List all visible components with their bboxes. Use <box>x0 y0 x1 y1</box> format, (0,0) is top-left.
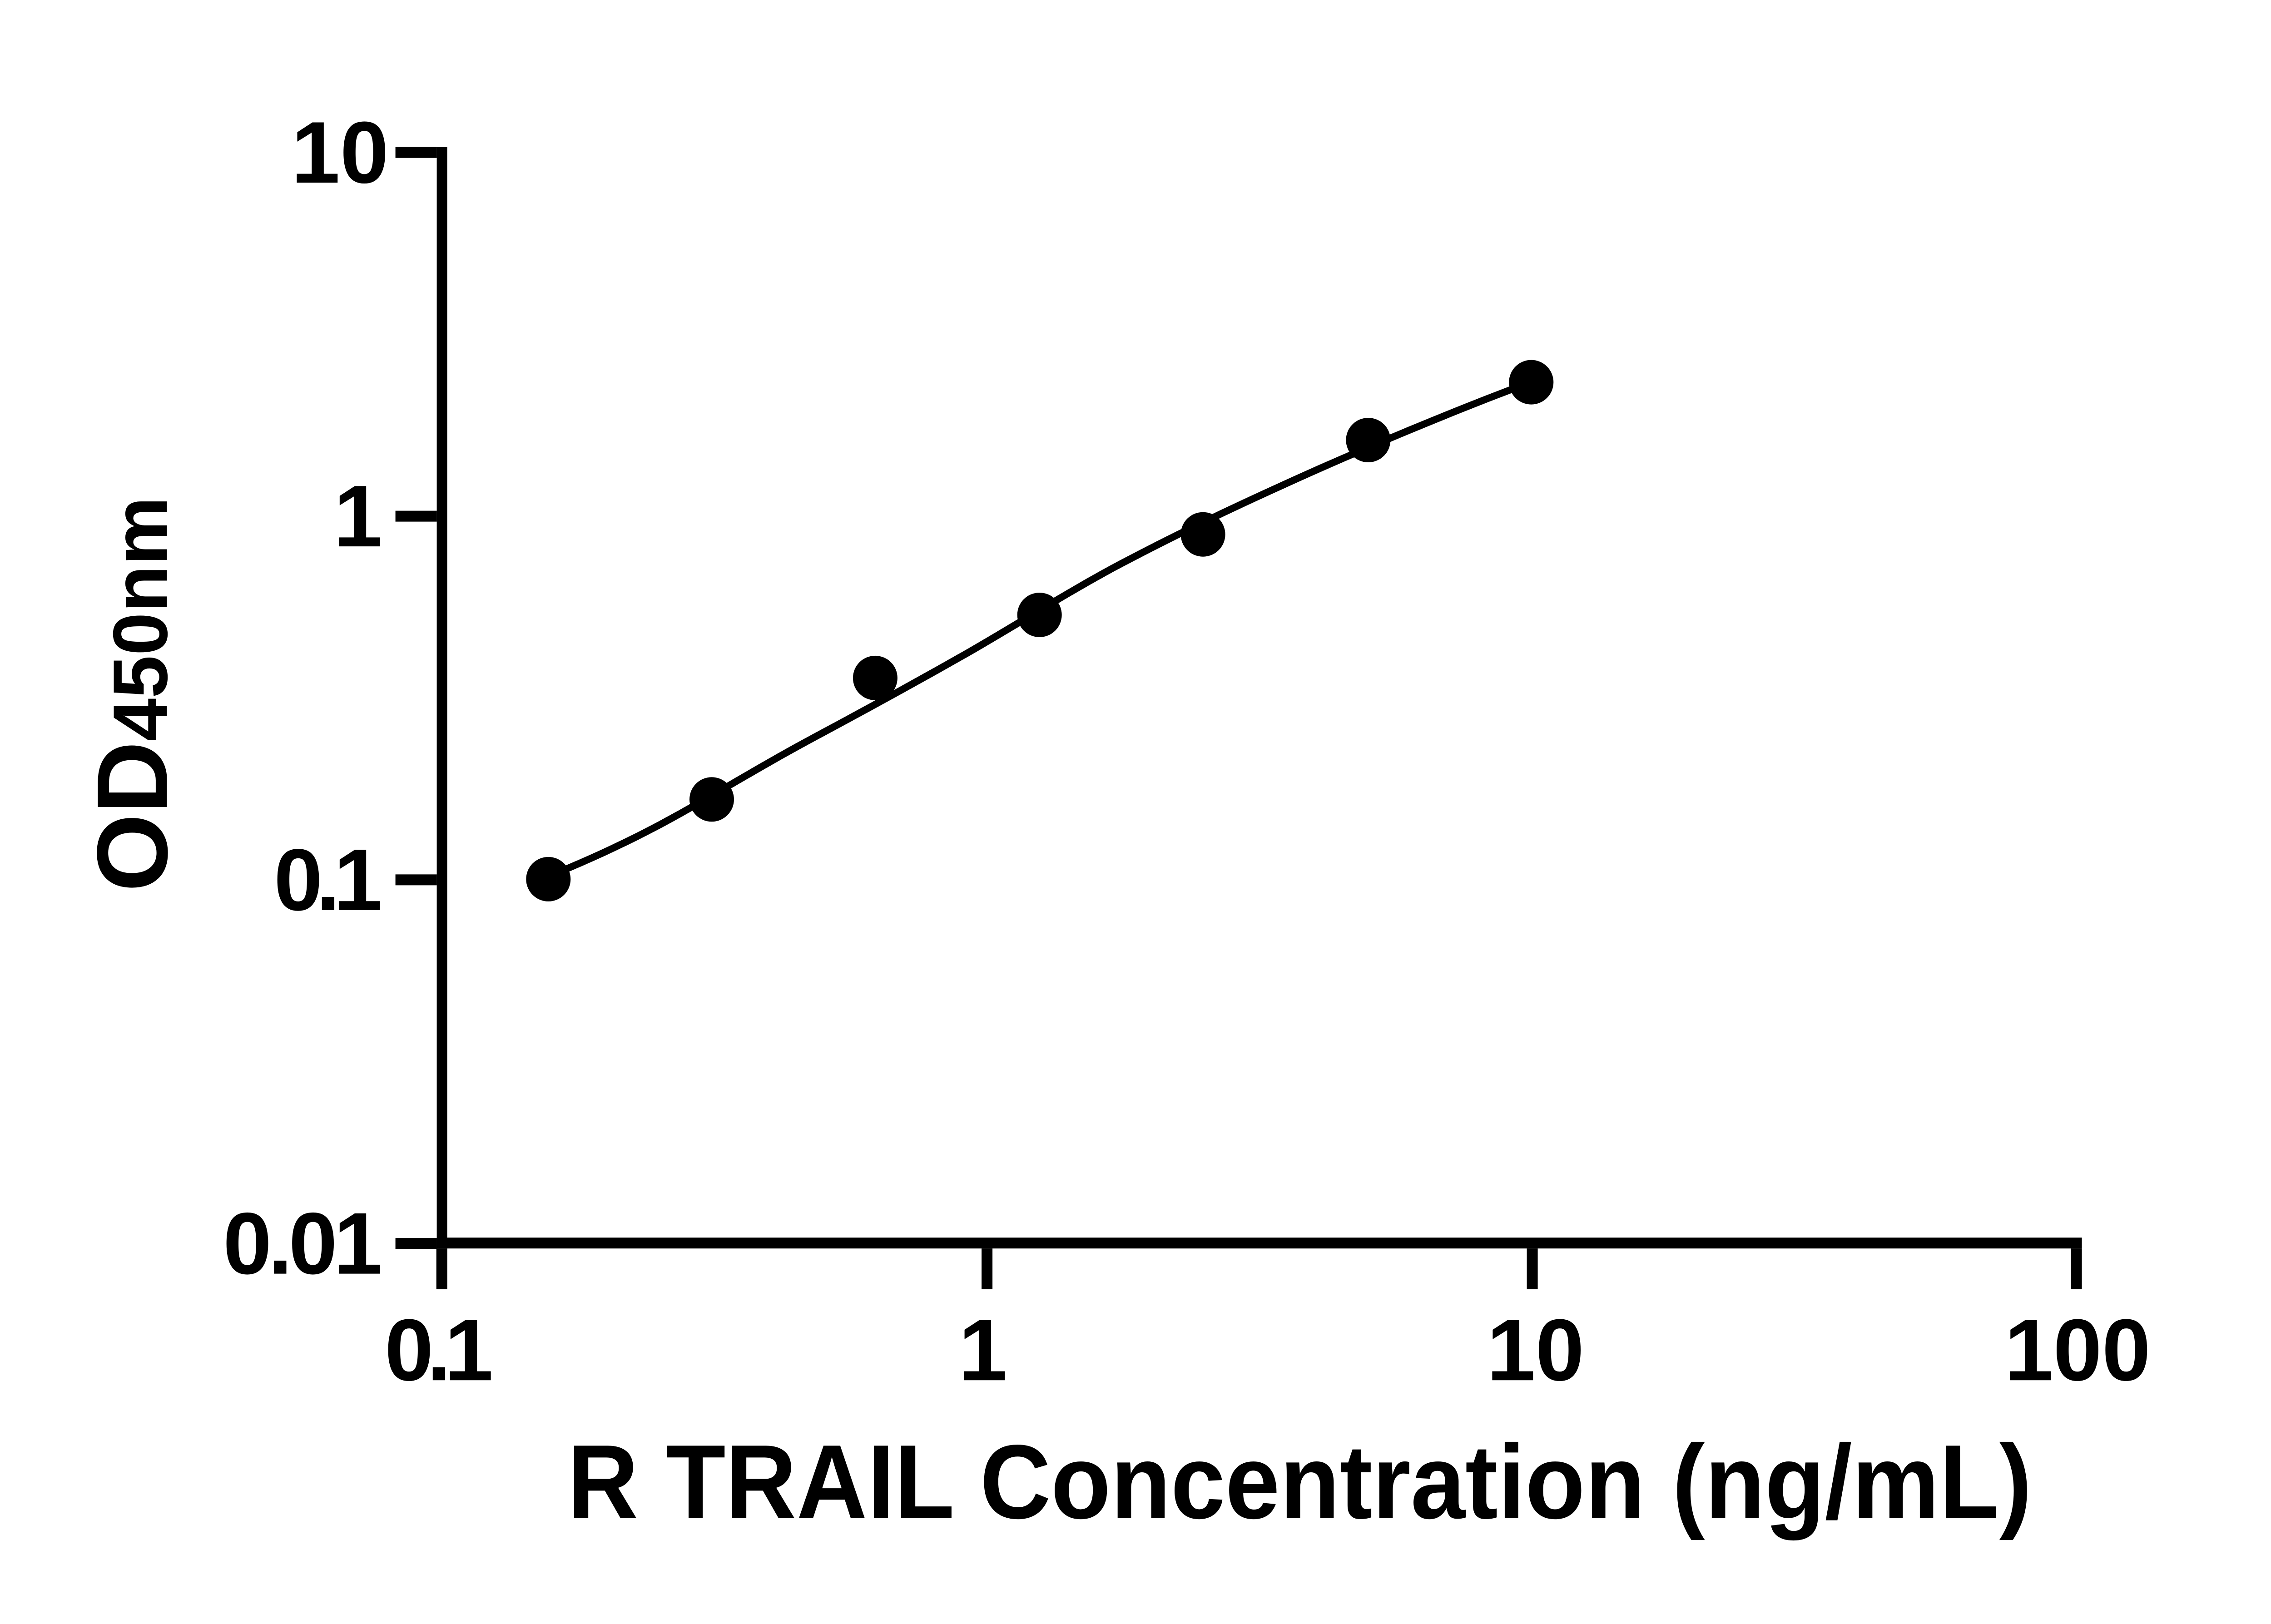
svg-text:0.01: 0.01 <box>223 1194 382 1292</box>
svg-text:10: 10 <box>291 103 389 201</box>
svg-text:1: 1 <box>334 467 382 565</box>
svg-text:0.1: 0.1 <box>385 1301 493 1399</box>
svg-text:R TRAIL Concentration (ng/mL): R TRAIL Concentration (ng/mL) <box>568 1423 2032 1541</box>
svg-text:0.1: 0.1 <box>274 831 382 929</box>
svg-text:100: 100 <box>2004 1301 2151 1399</box>
svg-text:10: 10 <box>1487 1301 1584 1399</box>
svg-text:1: 1 <box>958 1301 1007 1399</box>
